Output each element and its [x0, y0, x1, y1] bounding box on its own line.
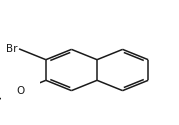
Text: O: O: [16, 86, 24, 96]
Text: Br: Br: [6, 44, 18, 54]
